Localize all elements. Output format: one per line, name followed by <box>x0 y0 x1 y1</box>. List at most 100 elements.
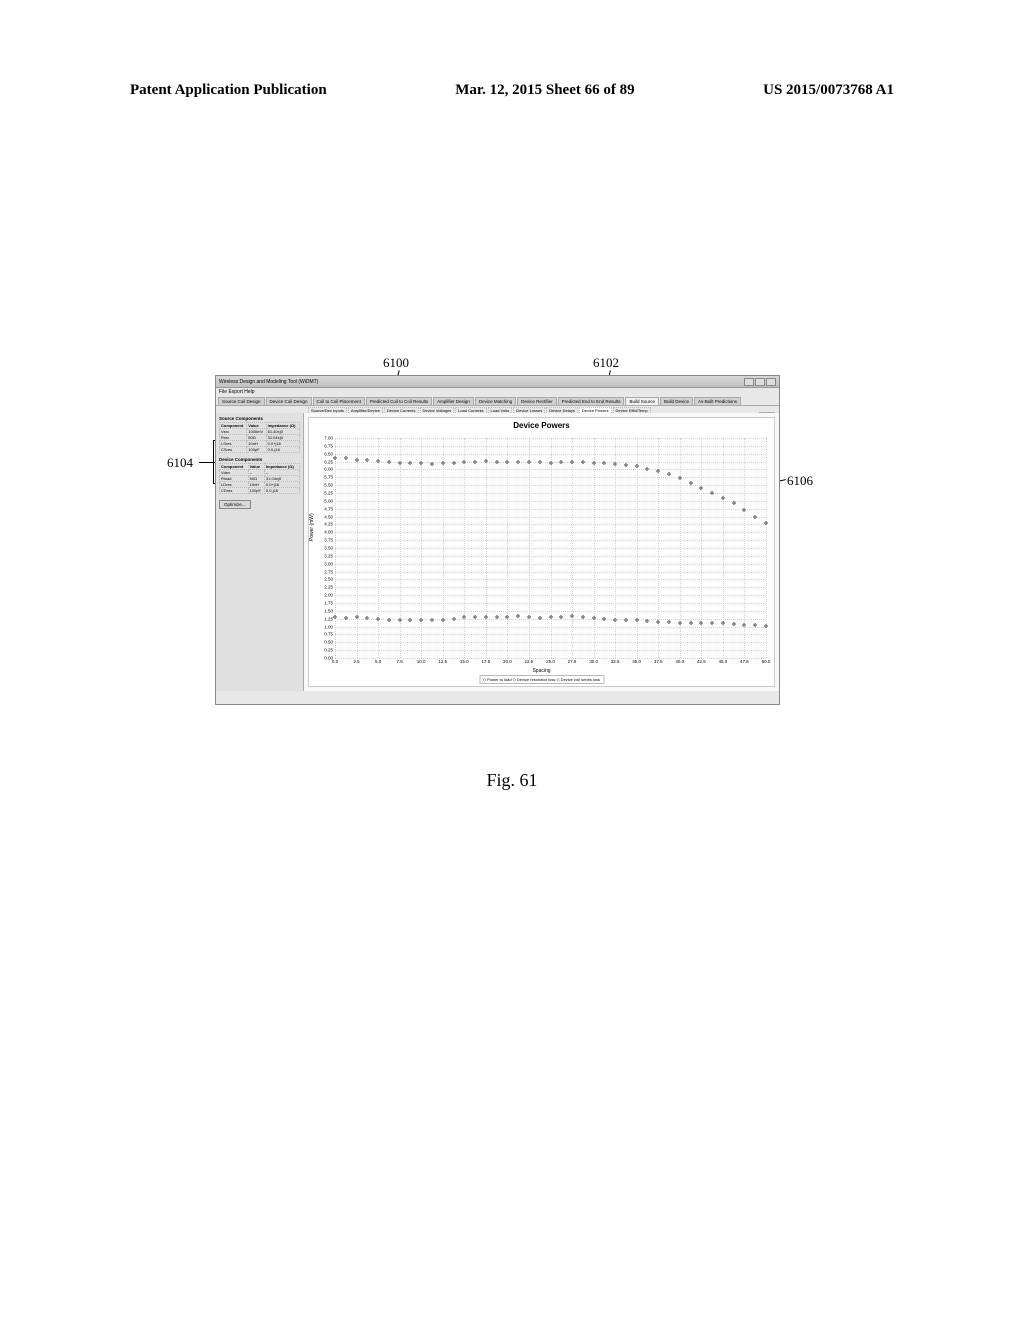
y-tick-label: 2.50 <box>319 577 335 582</box>
x-tick-label: 2.5 <box>353 658 359 664</box>
x-tick-label: 12.5 <box>438 658 447 664</box>
y-tick-label: 6.00 <box>319 467 335 472</box>
y-tick-label: 3.25 <box>319 553 335 558</box>
main-tab[interactable]: Device Matching <box>475 397 516 405</box>
y-tick-label: 4.50 <box>319 514 335 519</box>
main-tab[interactable]: Coil to Coil Placement <box>313 397 365 405</box>
content-area: Source Components ComponentValueImpedanc… <box>216 413 779 691</box>
chart-area: Device Powers Power (mW) 0.000.250.500.7… <box>304 413 779 691</box>
y-tick-label: 5.25 <box>319 491 335 496</box>
x-tick-label: 22.5 <box>525 658 534 664</box>
y-tick-label: 1.00 <box>319 624 335 629</box>
table-row: CDres100pF0.0-j16 <box>220 488 300 494</box>
callout-6102: 6102 <box>593 355 619 371</box>
x-tick-label: 42.5 <box>697 658 706 664</box>
main-tab[interactable]: Device Rectifier <box>517 397 557 405</box>
y-axis-label: Power (mW) <box>309 513 315 541</box>
table-row: CSres100pF0.0-j16 <box>220 447 300 453</box>
sub-tabs: Source/Dev InputsAmplifier/DeviceDevice … <box>306 406 779 413</box>
y-tick-label: 6.50 <box>319 451 335 456</box>
callout-6104: 6104 <box>167 455 193 471</box>
y-tick-label: 0.50 <box>319 640 335 645</box>
x-tick-label: 45.0 <box>719 658 728 664</box>
device-components-table: ComponentValueImpedance (Ω)Vdev––Rload50… <box>219 463 300 494</box>
main-tab[interactable]: Build Source <box>625 397 659 405</box>
callout-6106: 6106 <box>787 473 813 489</box>
x-tick-label: 20.0 <box>503 658 512 664</box>
window-controls <box>744 378 776 386</box>
titlebar: Wireless Design and Modeling Tool (WiDMT… <box>216 376 779 388</box>
main-tab[interactable]: Amplifier Design <box>433 397 474 405</box>
data-point <box>548 460 552 464</box>
menubar[interactable]: File Export Help <box>216 388 779 396</box>
y-tick-label: 4.25 <box>319 522 335 527</box>
main-tab[interactable]: Predicted End to End Results <box>558 397 625 405</box>
header-left: Patent Application Publication <box>130 82 327 99</box>
chart-legend: ◇ Power to load ◇ Device resonator loss … <box>479 675 604 684</box>
x-tick-label: 32.5 <box>611 658 620 664</box>
main-tab[interactable]: Predicted Coil to Coil Results <box>366 397 432 405</box>
plot-grid <box>335 438 766 658</box>
callout-6100: 6100 <box>383 355 409 371</box>
page-header: Patent Application Publication Mar. 12, … <box>130 82 894 99</box>
y-tick-label: 5.50 <box>319 483 335 488</box>
y-tick-label: 0.75 <box>319 632 335 637</box>
x-tick-label: 47.5 <box>740 658 749 664</box>
y-tick-label: 1.50 <box>319 608 335 613</box>
data-point <box>451 460 455 464</box>
y-tick-label: 1.75 <box>319 601 335 606</box>
sidebar: Source Components ComponentValueImpedanc… <box>216 413 304 691</box>
figure-caption: Fig. 61 <box>0 770 1024 791</box>
y-tick-label: 2.25 <box>319 585 335 590</box>
main-tabs: Source Coil DesignDevice Coil DesignCoil… <box>216 396 779 406</box>
y-tick-label: 3.00 <box>319 561 335 566</box>
x-tick-label: 5.0 <box>375 658 381 664</box>
x-tick-label: 15.0 <box>460 658 469 664</box>
y-tick-label: 2.00 <box>319 593 335 598</box>
y-tick-label: 3.75 <box>319 538 335 543</box>
x-tick-label: 50.0 <box>762 658 771 664</box>
window-title: Wireless Design and Modeling Tool (WiDMT… <box>219 379 318 385</box>
minimize-button[interactable] <box>744 378 754 386</box>
y-tick-label: 3.50 <box>319 546 335 551</box>
main-tab[interactable]: Source Coil Design <box>218 397 265 405</box>
app-window: Wireless Design and Modeling Tool (WiDMT… <box>215 375 780 705</box>
figure-container: 6100 6102 6104 6106 Wireless Design and … <box>215 375 780 705</box>
close-button[interactable] <box>766 378 776 386</box>
source-components-table: ComponentValueImpedance (Ω)Vsrc1000mV61.… <box>219 422 300 453</box>
y-tick-label: 0.25 <box>319 648 335 653</box>
x-axis-label: Spacing <box>532 668 550 674</box>
x-tick-label: 7.5 <box>397 658 403 664</box>
y-tick-label: 6.75 <box>319 443 335 448</box>
optimize-button[interactable]: Optimize... <box>219 500 251 509</box>
chart-title: Device Powers <box>309 418 774 433</box>
main-tab[interactable]: Build Device <box>660 397 693 405</box>
x-tick-label: 30.0 <box>589 658 598 664</box>
y-tick-label: 6.25 <box>319 459 335 464</box>
y-tick-label: 7.00 <box>319 436 335 441</box>
main-tab[interactable]: Device Coil Design <box>266 397 312 405</box>
x-tick-label: 37.5 <box>654 658 663 664</box>
data-point <box>764 624 768 628</box>
header-right: US 2015/0073768 A1 <box>763 82 894 99</box>
data-point <box>591 460 595 464</box>
device-components-header: Device Components <box>219 457 300 462</box>
x-tick-label: 10.0 <box>417 658 426 664</box>
x-tick-label: 40.0 <box>675 658 684 664</box>
y-tick-label: 2.75 <box>319 569 335 574</box>
x-tick-label: 25.0 <box>546 658 555 664</box>
x-tick-label: 0.0 <box>332 658 338 664</box>
y-tick-label: 4.75 <box>319 506 335 511</box>
main-tab[interactable]: As-Built Predictions <box>694 397 741 405</box>
y-tick-label: 4.00 <box>319 530 335 535</box>
maximize-button[interactable] <box>755 378 765 386</box>
x-tick-label: 27.5 <box>568 658 577 664</box>
x-tick-label: 35.0 <box>632 658 641 664</box>
chart-wrap: Device Powers Power (mW) 0.000.250.500.7… <box>308 417 775 687</box>
header-center: Mar. 12, 2015 Sheet 66 of 89 <box>455 82 634 99</box>
plot-region: 0.000.250.500.751.001.251.501.752.002.25… <box>335 438 766 658</box>
y-tick-label: 5.00 <box>319 498 335 503</box>
source-components-header: Source Components <box>219 416 300 421</box>
x-tick-label: 17.5 <box>481 658 490 664</box>
y-tick-label: 5.75 <box>319 475 335 480</box>
